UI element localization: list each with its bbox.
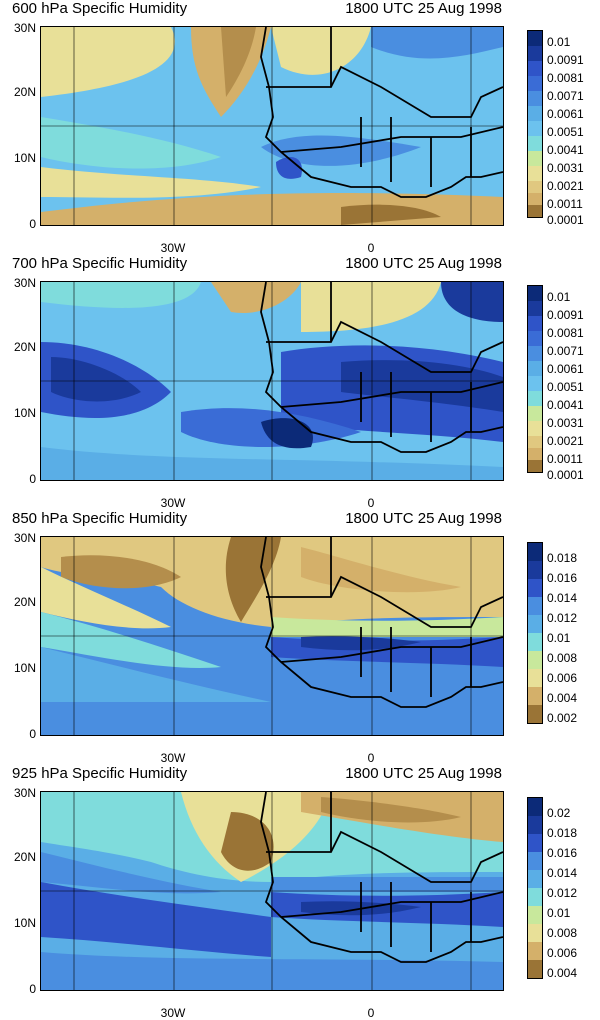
colorbar-label: 0.0081 [547, 71, 584, 85]
x-label-0: 0 [367, 496, 375, 510]
colorbar-label: 0.0041 [547, 143, 584, 157]
colorbar-label: 0.012 [547, 611, 578, 625]
colorbar-label: 0.01 [547, 906, 571, 920]
colorbar-label: 0.012 [547, 886, 578, 900]
y-label-30n: 30N [13, 786, 36, 800]
x-label-30w: 30W [160, 241, 186, 255]
colorbar-swatches [527, 285, 543, 473]
x-label-0: 0 [367, 1006, 375, 1020]
colorbar-label: 0.01 [547, 290, 571, 304]
colorbar-label: 0.01 [547, 631, 571, 645]
y-label-10n: 10N [13, 661, 36, 675]
colorbar-label: 0.0051 [547, 125, 584, 139]
humidity-map [40, 26, 504, 226]
colorbar-label: 0.008 [547, 651, 578, 665]
colorbar-swatches [527, 30, 543, 218]
y-label-20n: 20N [13, 340, 36, 354]
y-label-30n: 30N [13, 531, 36, 545]
colorbar-label: 0.02 [547, 806, 571, 820]
colorbar-label: 0.002 [547, 711, 578, 725]
colorbar-label: 0.0051 [547, 380, 584, 394]
colorbar-swatches [527, 542, 543, 724]
colorbar-label: 0.0031 [547, 161, 584, 175]
y-label-0: 0 [29, 472, 36, 486]
y-label-0: 0 [29, 727, 36, 741]
colorbar-swatches [527, 797, 543, 979]
y-label-20n: 20N [13, 85, 36, 99]
colorbar-label: 0.0021 [547, 179, 584, 193]
x-label-0: 0 [367, 241, 375, 255]
panel-925hpa: 925 hPa Specific Humidity 1800 UTC 25 Au… [0, 765, 600, 1020]
panel-timestamp: 1800 UTC 25 Aug 1998 [345, 510, 502, 527]
colorbar-label: 0.008 [547, 926, 578, 940]
colorbar-label: 0.0071 [547, 344, 584, 358]
humidity-map [40, 536, 504, 736]
colorbar: 0.018 0.016 0.014 0.012 0.01 0.008 0.006… [527, 542, 597, 732]
colorbar-label: 0.018 [547, 826, 578, 840]
x-label-30w: 30W [160, 1006, 186, 1020]
y-label-20n: 20N [13, 850, 36, 864]
panel-timestamp: 1800 UTC 25 Aug 1998 [345, 255, 502, 272]
panel-850hpa: 850 hPa Specific Humidity 1800 UTC 25 Au… [0, 510, 600, 765]
colorbar-label: 0.0031 [547, 416, 584, 430]
colorbar-label: 0.0091 [547, 308, 584, 322]
y-label-10n: 10N [13, 151, 36, 165]
colorbar-label: 0.018 [547, 551, 578, 565]
panel-title: 925 hPa Specific Humidity [12, 765, 188, 782]
colorbar: 0.01 0.0091 0.0081 0.0071 0.0061 0.0051 … [527, 285, 597, 481]
panel-timestamp: 1800 UTC 25 Aug 1998 [345, 765, 502, 782]
colorbar-label: 0.0041 [547, 398, 584, 412]
x-label-30w: 30W [160, 496, 186, 510]
colorbar-label: 0.0071 [547, 89, 584, 103]
panel-600hpa: 600 hPa Specific Humidity 1800 UTC 25 Au… [0, 0, 600, 255]
colorbar-label: 0.016 [547, 846, 578, 860]
colorbar-label: 0.014 [547, 591, 578, 605]
y-label-30n: 30N [13, 21, 36, 35]
colorbar: 0.02 0.018 0.016 0.014 0.012 0.01 0.008 … [527, 797, 597, 987]
colorbar-label: 0.0091 [547, 53, 584, 67]
colorbar-label: 0.014 [547, 866, 578, 880]
y-label-10n: 10N [13, 406, 36, 420]
colorbar-label: 0.0001 [547, 213, 584, 227]
colorbar: 0.01 0.0091 0.0081 0.0071 0.0061 0.0051 … [527, 30, 597, 226]
colorbar-label: 0.004 [547, 966, 578, 980]
y-label-30n: 30N [13, 276, 36, 290]
colorbar-label: 0.006 [547, 671, 578, 685]
colorbar-label: 0.0061 [547, 362, 584, 376]
colorbar-label: 0.0011 [547, 197, 583, 211]
colorbar-label: 0.016 [547, 571, 578, 585]
panel-700hpa: 700 hPa Specific Humidity 1800 UTC 25 Au… [0, 255, 600, 510]
colorbar-label: 0.0061 [547, 107, 584, 121]
colorbar-label: 0.0081 [547, 326, 584, 340]
colorbar-label: 0.004 [547, 691, 578, 705]
colorbar-label: 0.0021 [547, 434, 584, 448]
y-label-0: 0 [29, 982, 36, 996]
colorbar-label: 0.0001 [547, 468, 584, 482]
x-label-0: 0 [367, 751, 375, 765]
y-label-20n: 20N [13, 595, 36, 609]
colorbar-label: 0.006 [547, 946, 578, 960]
y-label-0: 0 [29, 217, 36, 231]
colorbar-label: 0.01 [547, 35, 571, 49]
humidity-map [40, 281, 504, 481]
panel-title: 600 hPa Specific Humidity [12, 0, 188, 17]
panel-title: 850 hPa Specific Humidity [12, 510, 188, 527]
humidity-map [40, 791, 504, 991]
panel-timestamp: 1800 UTC 25 Aug 1998 [345, 0, 502, 17]
y-label-10n: 10N [13, 916, 36, 930]
colorbar-label: 0.0011 [547, 452, 583, 466]
panel-title: 700 hPa Specific Humidity [12, 255, 188, 272]
x-label-30w: 30W [160, 751, 186, 765]
